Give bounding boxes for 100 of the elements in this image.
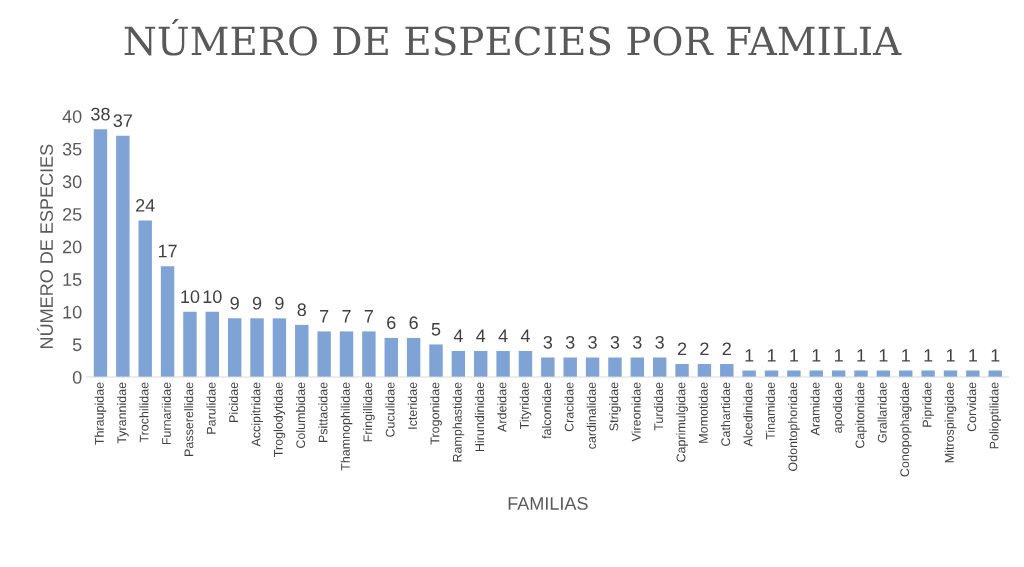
x-tick-label: Thraupidae [94,382,107,445]
data-label: 7 [320,310,329,323]
x-tick-label: Grallaridae [877,382,887,443]
y-tick-label: 25 [63,207,82,221]
y-tick-label: 30 [62,175,82,189]
data-label: 24 [136,198,155,212]
x-tick-label: Trogonidae [430,382,442,445]
x-tick-label: Trochilidae [139,382,149,443]
data-label: 1 [790,349,799,362]
data-label: 1 [812,349,821,362]
x-tick-label: Tinamidae [765,382,775,440]
x-tick-label: Psittacidae [318,382,328,443]
y-tick-label: 40 [62,110,82,123]
data-label: 1 [879,349,888,362]
data-label: 2 [677,342,687,356]
x-tick-label: Vireonidae [631,382,641,442]
bar [585,357,600,378]
data-label: 1 [991,349,1000,362]
x-tick-label: Furnariidae [161,382,171,445]
data-label: 10 [203,290,222,304]
bar [160,266,175,378]
data-label: 6 [387,316,396,330]
data-label: 37 [113,114,132,128]
bar [362,331,376,378]
x-tick-label: Odontophoridae [788,382,800,471]
x-tick-label: Aramidae [810,382,820,436]
x-tick-label: Tityridae [519,382,532,430]
bar [608,357,622,378]
bar [675,364,689,378]
x-tick-label: Ramphastidae [452,382,465,462]
x-tick-label: Cuculidae [385,382,395,437]
y-tick-label: 15 [63,273,82,286]
x-tick-label: Icteridae [407,382,417,429]
x-tick-label: Mitrospingidae [944,382,957,463]
x-tick-label: Columbidae [295,382,306,448]
bar [116,135,130,378]
data-label: 10 [181,290,200,304]
x-tick-label: Turdidae [653,382,664,431]
x-tick-label: Parulidae [206,382,216,434]
data-label: 7 [364,310,373,323]
bar [563,357,577,378]
x-tick-label: Pipridae [922,382,934,427]
data-label: 1 [924,349,933,362]
data-label: 3 [655,335,664,349]
data-label: 4 [453,329,463,343]
bar [518,350,533,378]
x-tick-label: Tyrannidae [117,382,129,444]
bar [295,324,309,378]
x-tick-label: Momotidae [698,382,708,443]
data-label: 1 [969,349,977,362]
x-tick-label: Strigidae [609,382,621,431]
x-tick-label: Picidae [228,382,239,422]
bar [630,357,645,378]
data-label: 1 [857,349,866,362]
data-label: 1 [834,349,843,362]
x-tick-label: Alcedinidae [743,382,753,447]
bar [227,318,242,378]
bar [652,357,667,378]
bar [720,364,734,378]
x-axis-title: FAMILIAS [508,497,588,510]
bar [451,350,466,378]
data-label: 3 [610,335,620,349]
data-label: 7 [342,310,351,323]
x-tick-label: Hirundinidae [474,382,485,452]
bar [205,311,220,378]
x-tick-label: Troglodytidae [273,382,286,457]
x-tick-label: Ardeidae [497,382,507,432]
data-label: 1 [767,349,776,362]
bar [474,350,488,378]
data-label: 8 [297,303,307,317]
bar [183,311,197,378]
data-label: 1 [745,349,754,362]
x-tick-label: Caprimulgidae [676,382,688,462]
data-label: 3 [588,335,597,349]
x-tick-label: Thamnophilidae [340,382,353,471]
y-tick-label: 20 [63,240,82,254]
x-tick-label: falconidae [542,382,552,439]
x-tick-label: Capitonidae [855,382,867,448]
y-tick-label: 5 [72,338,82,352]
data-label: 3 [565,335,575,349]
data-label: 1 [946,349,955,362]
bar [138,220,152,378]
data-label: 38 [91,107,110,121]
bar [496,350,510,378]
data-label: 3 [543,335,553,349]
bar [272,318,287,378]
x-tick-label: Conopophagidae [899,382,912,477]
x-tick-label: Cathartidae [720,382,731,446]
bar [250,318,264,378]
data-label: 3 [632,335,642,349]
data-label: 2 [722,342,731,356]
x-tick-label: apodidae [832,382,845,433]
data-label: 4 [498,329,508,343]
data-label: 1 [902,349,910,362]
x-tick-label: Polioptilidae [989,382,1002,449]
bar [406,337,421,378]
chart-title: NÚMERO DE ESPECIES POR FAMILIA [124,19,902,56]
x-tick-label: cardinalidae [586,382,596,449]
y-tick-label: 0 [72,370,82,384]
data-label: 17 [158,244,177,258]
